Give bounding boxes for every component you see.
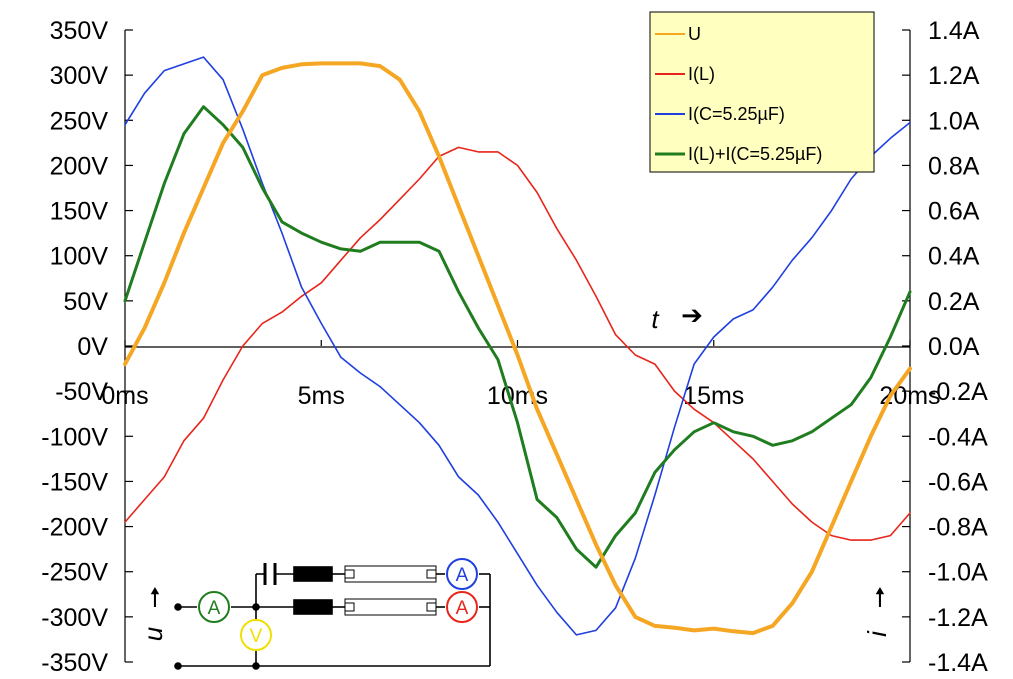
y-right-axis-arrow-icon: 🠕	[874, 582, 885, 612]
y-right-tick-label: 0.0A	[928, 333, 980, 361]
y-left-tick-label: 50V	[64, 288, 109, 316]
y-left-axis-arrow-icon: 🠕	[149, 582, 160, 612]
lamp-top-left-electrode	[345, 569, 355, 579]
y-right-tick-label: -0.8A	[928, 514, 988, 542]
y-left-tick-label: 100V	[50, 243, 109, 271]
lamp-bottom-right-electrode	[426, 602, 436, 612]
legend-box	[649, 11, 875, 173]
lamp-top-right-electrode	[426, 569, 436, 579]
y-right-tick-label: -1.4A	[928, 649, 988, 674]
y-right-tick-label: 1.0A	[928, 107, 980, 135]
series-layer	[123, 56, 912, 636]
y-left-tick-label: -200V	[41, 514, 108, 542]
y-left-tick-label: -250V	[41, 559, 108, 587]
right-ticks-group: 1.4A 1.2A 1.0A 0.8A 0.6A 0.4A 0.2A 0.0A -0.2A -0.…	[902, 17, 988, 677]
y-right-tick-label: -0.2A	[928, 378, 988, 406]
y-right-tick-label: -0.6A	[928, 468, 988, 496]
y-right-tick-label: 0.8A	[928, 152, 980, 180]
legend-entry: I(C=5.25µF)	[688, 104, 785, 124]
inductor-coil-bottom	[293, 599, 333, 615]
ammeter-icon	[446, 591, 478, 623]
y-left-axis-label: u	[138, 627, 168, 641]
fluorescent-lamp-bottom	[344, 598, 437, 616]
legend: U I(L) I(C=5.25µF) I(L)+I(C=5.25µF)	[649, 11, 875, 173]
y-left-tick-label: -50V	[55, 378, 108, 406]
series-line-1	[124, 146, 911, 541]
x-tick-label: 5ms	[298, 382, 345, 410]
circuit-diagram	[174, 563, 491, 670]
legend-entry: I(L)+I(C=5.25µF)	[688, 144, 822, 164]
x-ticks-group: 0ms 5ms 10ms 15ms 20ms	[101, 340, 941, 410]
legend-entry: U	[688, 24, 701, 44]
legend-entry: I(L)	[688, 64, 715, 84]
y-right-tick-label: 1.2A	[928, 62, 980, 90]
y-left-tick-label: 200V	[50, 152, 109, 180]
y-left-tick-label: 150V	[50, 198, 109, 226]
x-axis-label: t	[651, 304, 660, 334]
circuit-terminal-bottom	[174, 662, 182, 670]
y-right-tick-label: 1.4A	[928, 17, 980, 45]
ammeter-icon	[198, 591, 230, 623]
y-left-tick-label: 250V	[50, 107, 109, 135]
left-ticks-group: 350V 300V 250V 200V 150V 100V 50V 0V -50V -100V -1…	[41, 17, 133, 677]
y-left-tick-label: 350V	[50, 17, 109, 45]
x-axis-arrow-icon: ➔	[681, 300, 703, 330]
ammeter-letter: A	[456, 598, 469, 619]
series-line-2	[124, 56, 911, 636]
inductor-coil-top	[293, 566, 333, 582]
y-right-tick-label: -0.4A	[928, 423, 988, 451]
y-left-tick-label: -350V	[41, 649, 108, 674]
series-line-3	[123, 105, 912, 569]
y-left-tick-label: -100V	[41, 423, 108, 451]
voltmeter-letter: V	[250, 626, 263, 647]
ammeter-letter: A	[208, 598, 221, 619]
lamp-bottom-left-electrode	[345, 602, 355, 612]
circuit-node-bottom	[252, 662, 260, 670]
y-right-tick-label: 0.4A	[928, 243, 980, 271]
y-left-tick-label: 300V	[50, 62, 109, 90]
y-left-tick-label: 0V	[77, 333, 108, 361]
y-right-axis-label: i	[862, 630, 892, 637]
x-tick-label: 0ms	[101, 382, 148, 410]
y-right-tick-label: 0.6A	[928, 198, 980, 226]
y-right-tick-label: -1.0A	[928, 559, 988, 587]
circuit-terminal-top	[174, 603, 182, 611]
series-line-0	[123, 61, 912, 636]
ammeter-letter: A	[456, 565, 469, 586]
circuit-node-top	[252, 603, 260, 611]
voltmeter-icon	[240, 619, 272, 651]
y-right-tick-label: -1.2A	[928, 604, 988, 632]
fluorescent-lamp-top	[344, 565, 437, 583]
y-right-tick-label: 0.2A	[928, 288, 980, 316]
ammeter-icon	[446, 558, 478, 590]
y-left-tick-label: -300V	[41, 604, 108, 632]
y-left-tick-label: -150V	[41, 468, 108, 496]
x-tick-label: 10ms	[487, 382, 548, 410]
x-tick-label: 15ms	[683, 382, 744, 410]
legend-items: U I(L) I(C=5.25µF) I(L)+I(C=5.25µF)	[655, 24, 822, 164]
